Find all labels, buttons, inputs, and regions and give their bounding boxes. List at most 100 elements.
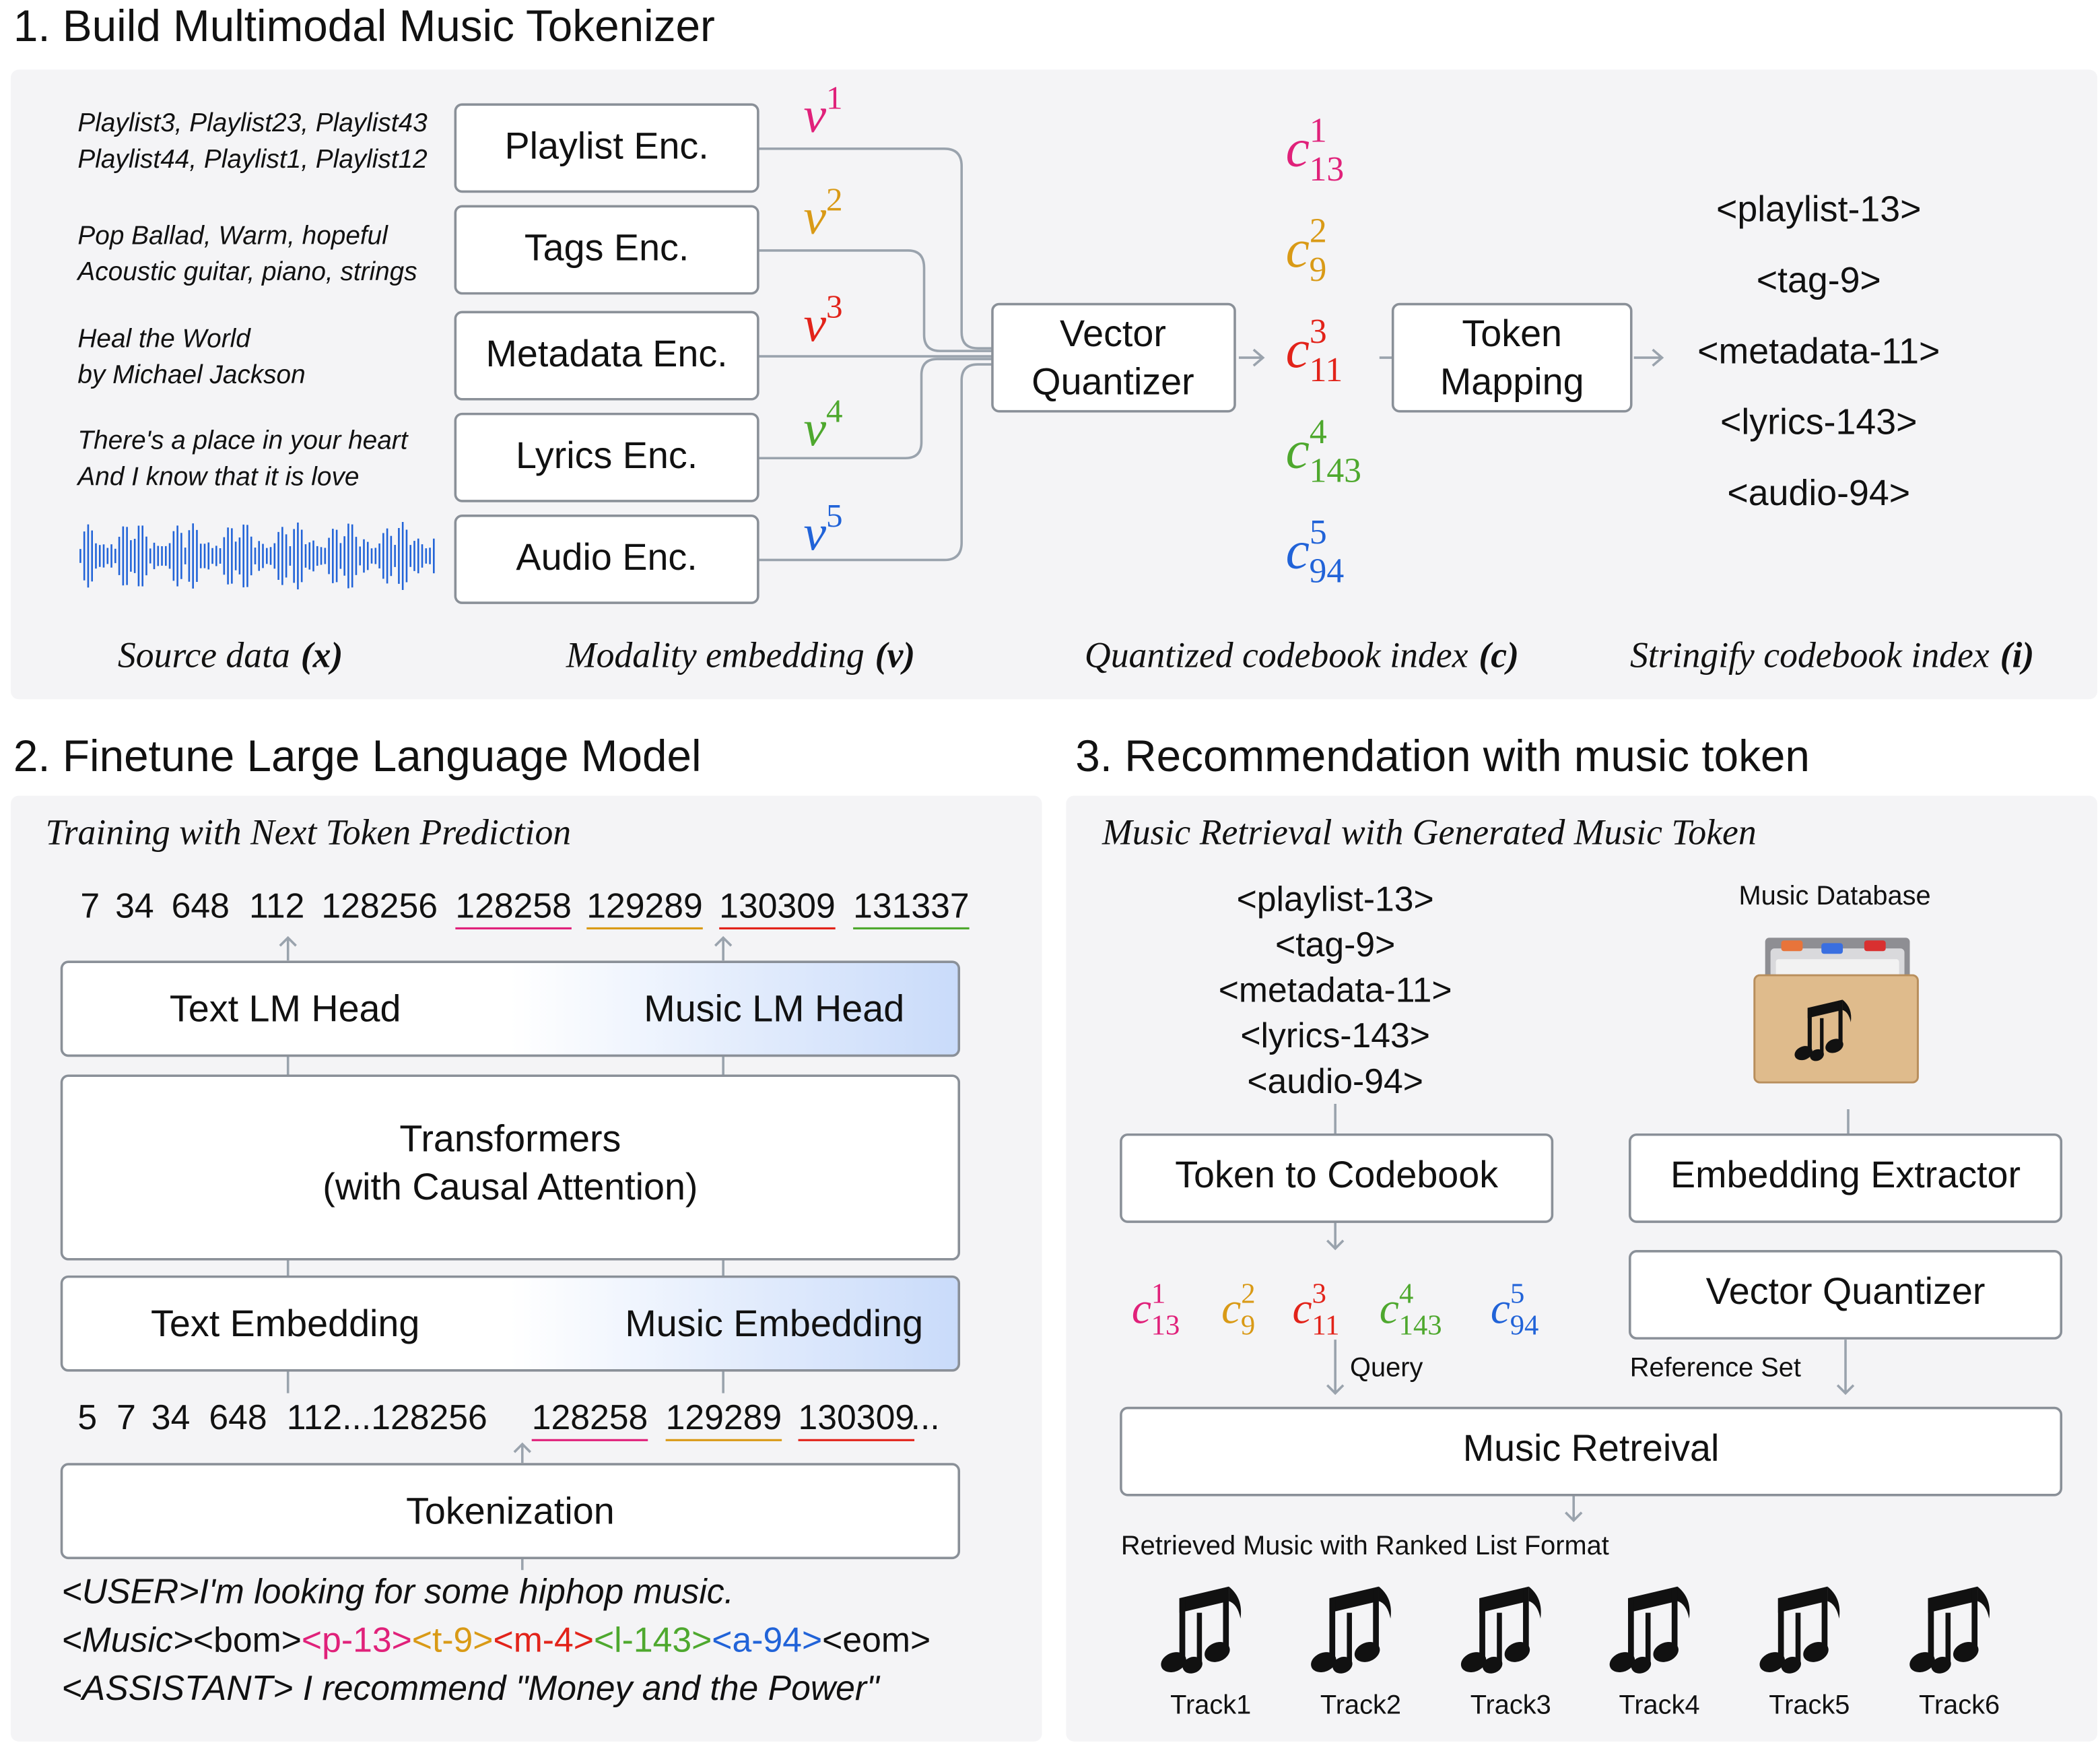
prompt-token: <m-4>: [494, 1620, 594, 1659]
track-label: Track6: [1919, 1690, 2000, 1720]
code-symbol: c: [1221, 1284, 1241, 1333]
path: [757, 358, 992, 460]
code-index: 9: [1309, 251, 1326, 289]
caption: Source data (x): [118, 635, 343, 676]
code-modality: 1: [1310, 111, 1327, 150]
database-label: Music Database: [1739, 881, 1931, 911]
prompt-token: <eom>: [822, 1620, 930, 1659]
prompt-line: <USER>I'm looking for some hiphop music.: [62, 1572, 734, 1611]
code-index: 143: [1309, 451, 1361, 490]
code-modality: 4: [1399, 1278, 1413, 1309]
input-music-token: 129289: [666, 1397, 782, 1437]
source-text: Heal the World: [77, 324, 251, 353]
rect: [454, 103, 759, 193]
source-text: Pop Ballad, Warm, hopeful: [77, 221, 388, 250]
code-symbol: v: [804, 506, 827, 562]
code-symbol: c: [1286, 220, 1310, 279]
rect: [454, 205, 759, 295]
input-token: ...: [911, 1397, 940, 1437]
output-token: 112: [249, 886, 304, 925]
music-token: <lyrics-143>: [1720, 402, 1917, 442]
codebook-index: c2 9: [1221, 1278, 1255, 1341]
rect: [60, 1463, 961, 1560]
track-label: Track2: [1320, 1690, 1401, 1720]
rect: [1753, 974, 1919, 1084]
box-label: Token to Codebook: [1175, 1154, 1498, 1195]
database-icon: [1753, 937, 1919, 1084]
embedding-symbol: v3: [804, 288, 843, 353]
rect: [454, 412, 759, 502]
path: [1836, 1340, 1855, 1395]
code-symbol: v: [804, 401, 827, 457]
prompt-token: <a-94>: [712, 1620, 822, 1659]
rect: [1628, 1133, 2063, 1223]
source-text: And I know that it is love: [76, 462, 359, 491]
wires: [279, 147, 1855, 1571]
source-text: Playlist44, Playlist1, Playlist12: [77, 145, 427, 174]
prompt-token: <bom>: [193, 1620, 302, 1659]
codebook-index: c1 13: [1132, 1278, 1180, 1341]
code-symbol: v: [804, 190, 827, 246]
section-title: 1. Build Multimodal Music Tokenizer: [13, 1, 715, 51]
generated-token: <playlist-13>: [1237, 879, 1434, 918]
codebook-index: c2 9: [1286, 212, 1327, 289]
caption-text: Modality embedding: [566, 635, 865, 676]
code-symbol: v: [804, 297, 827, 353]
code-index: 9: [1241, 1309, 1255, 1341]
codebook-index: c5 94: [1286, 513, 1345, 590]
input-token: 5: [77, 1397, 97, 1437]
encoder-label: Tags Enc.: [524, 227, 689, 269]
code-modality: 1: [826, 79, 843, 117]
code-symbol: c: [1286, 521, 1310, 581]
path: [757, 249, 992, 352]
rect: [60, 960, 961, 1057]
embedding-label: Music Embedding: [625, 1303, 923, 1344]
tokenization-label: Tokenization: [406, 1490, 615, 1532]
flow-label: Reference Set: [1630, 1352, 1801, 1382]
quantizer-label: Quantizer: [1031, 361, 1194, 403]
code-modality: 3: [826, 288, 843, 325]
rect: [1781, 940, 1803, 952]
embedding-symbol: v2: [804, 181, 843, 246]
input-music-token: 128258: [532, 1397, 648, 1437]
quantizer-label: Vector: [1060, 312, 1166, 354]
prompt-line: <ASSISTANT> I recommend "Money and the P…: [62, 1668, 881, 1707]
code-symbol: c: [1286, 320, 1310, 379]
track-label: Track4: [1619, 1690, 1700, 1720]
generated-token: <tag-9>: [1275, 925, 1395, 964]
output-music-token: 131337: [853, 886, 970, 925]
lm-head-label: Music LM Head: [644, 987, 904, 1029]
code-modality: 2: [1310, 212, 1327, 251]
boxes: [60, 103, 2063, 1560]
rect: [1864, 940, 1886, 952]
caption-text: Source data: [118, 635, 290, 676]
codebook-index: c4 143: [1286, 413, 1361, 490]
prompt-token: <t-9>: [412, 1620, 494, 1659]
codebook-index: c1 13: [1286, 111, 1345, 188]
embedding-label: Text Embedding: [151, 1303, 419, 1344]
mapping-label: Token: [1462, 312, 1562, 354]
rect: [1628, 1250, 2063, 1340]
generated-token: <audio-94>: [1247, 1061, 1423, 1100]
track-label: Track3: [1470, 1690, 1551, 1720]
caption-symbol: (v): [875, 635, 916, 676]
output-music-token: 129289: [586, 886, 703, 925]
track-label: Track5: [1769, 1690, 1850, 1720]
lm-head-label: Text LM Head: [170, 987, 401, 1029]
code-index: 94: [1309, 552, 1344, 590]
path: [1326, 1340, 1345, 1395]
encoder-label: Audio Enc.: [516, 536, 697, 578]
output-token: 648: [172, 886, 230, 925]
track-label: Track1: [1170, 1690, 1251, 1720]
rect: [60, 1275, 961, 1372]
embedding-symbol: v5: [804, 497, 843, 562]
path: [1326, 1222, 1345, 1251]
path: [513, 1442, 531, 1571]
rect: [991, 302, 1236, 413]
source-text: by Michael Jackson: [77, 360, 305, 389]
section-title: 2. Finetune Large Language Model: [13, 731, 702, 781]
code-modality: 2: [1241, 1278, 1255, 1309]
path: [279, 935, 733, 961]
